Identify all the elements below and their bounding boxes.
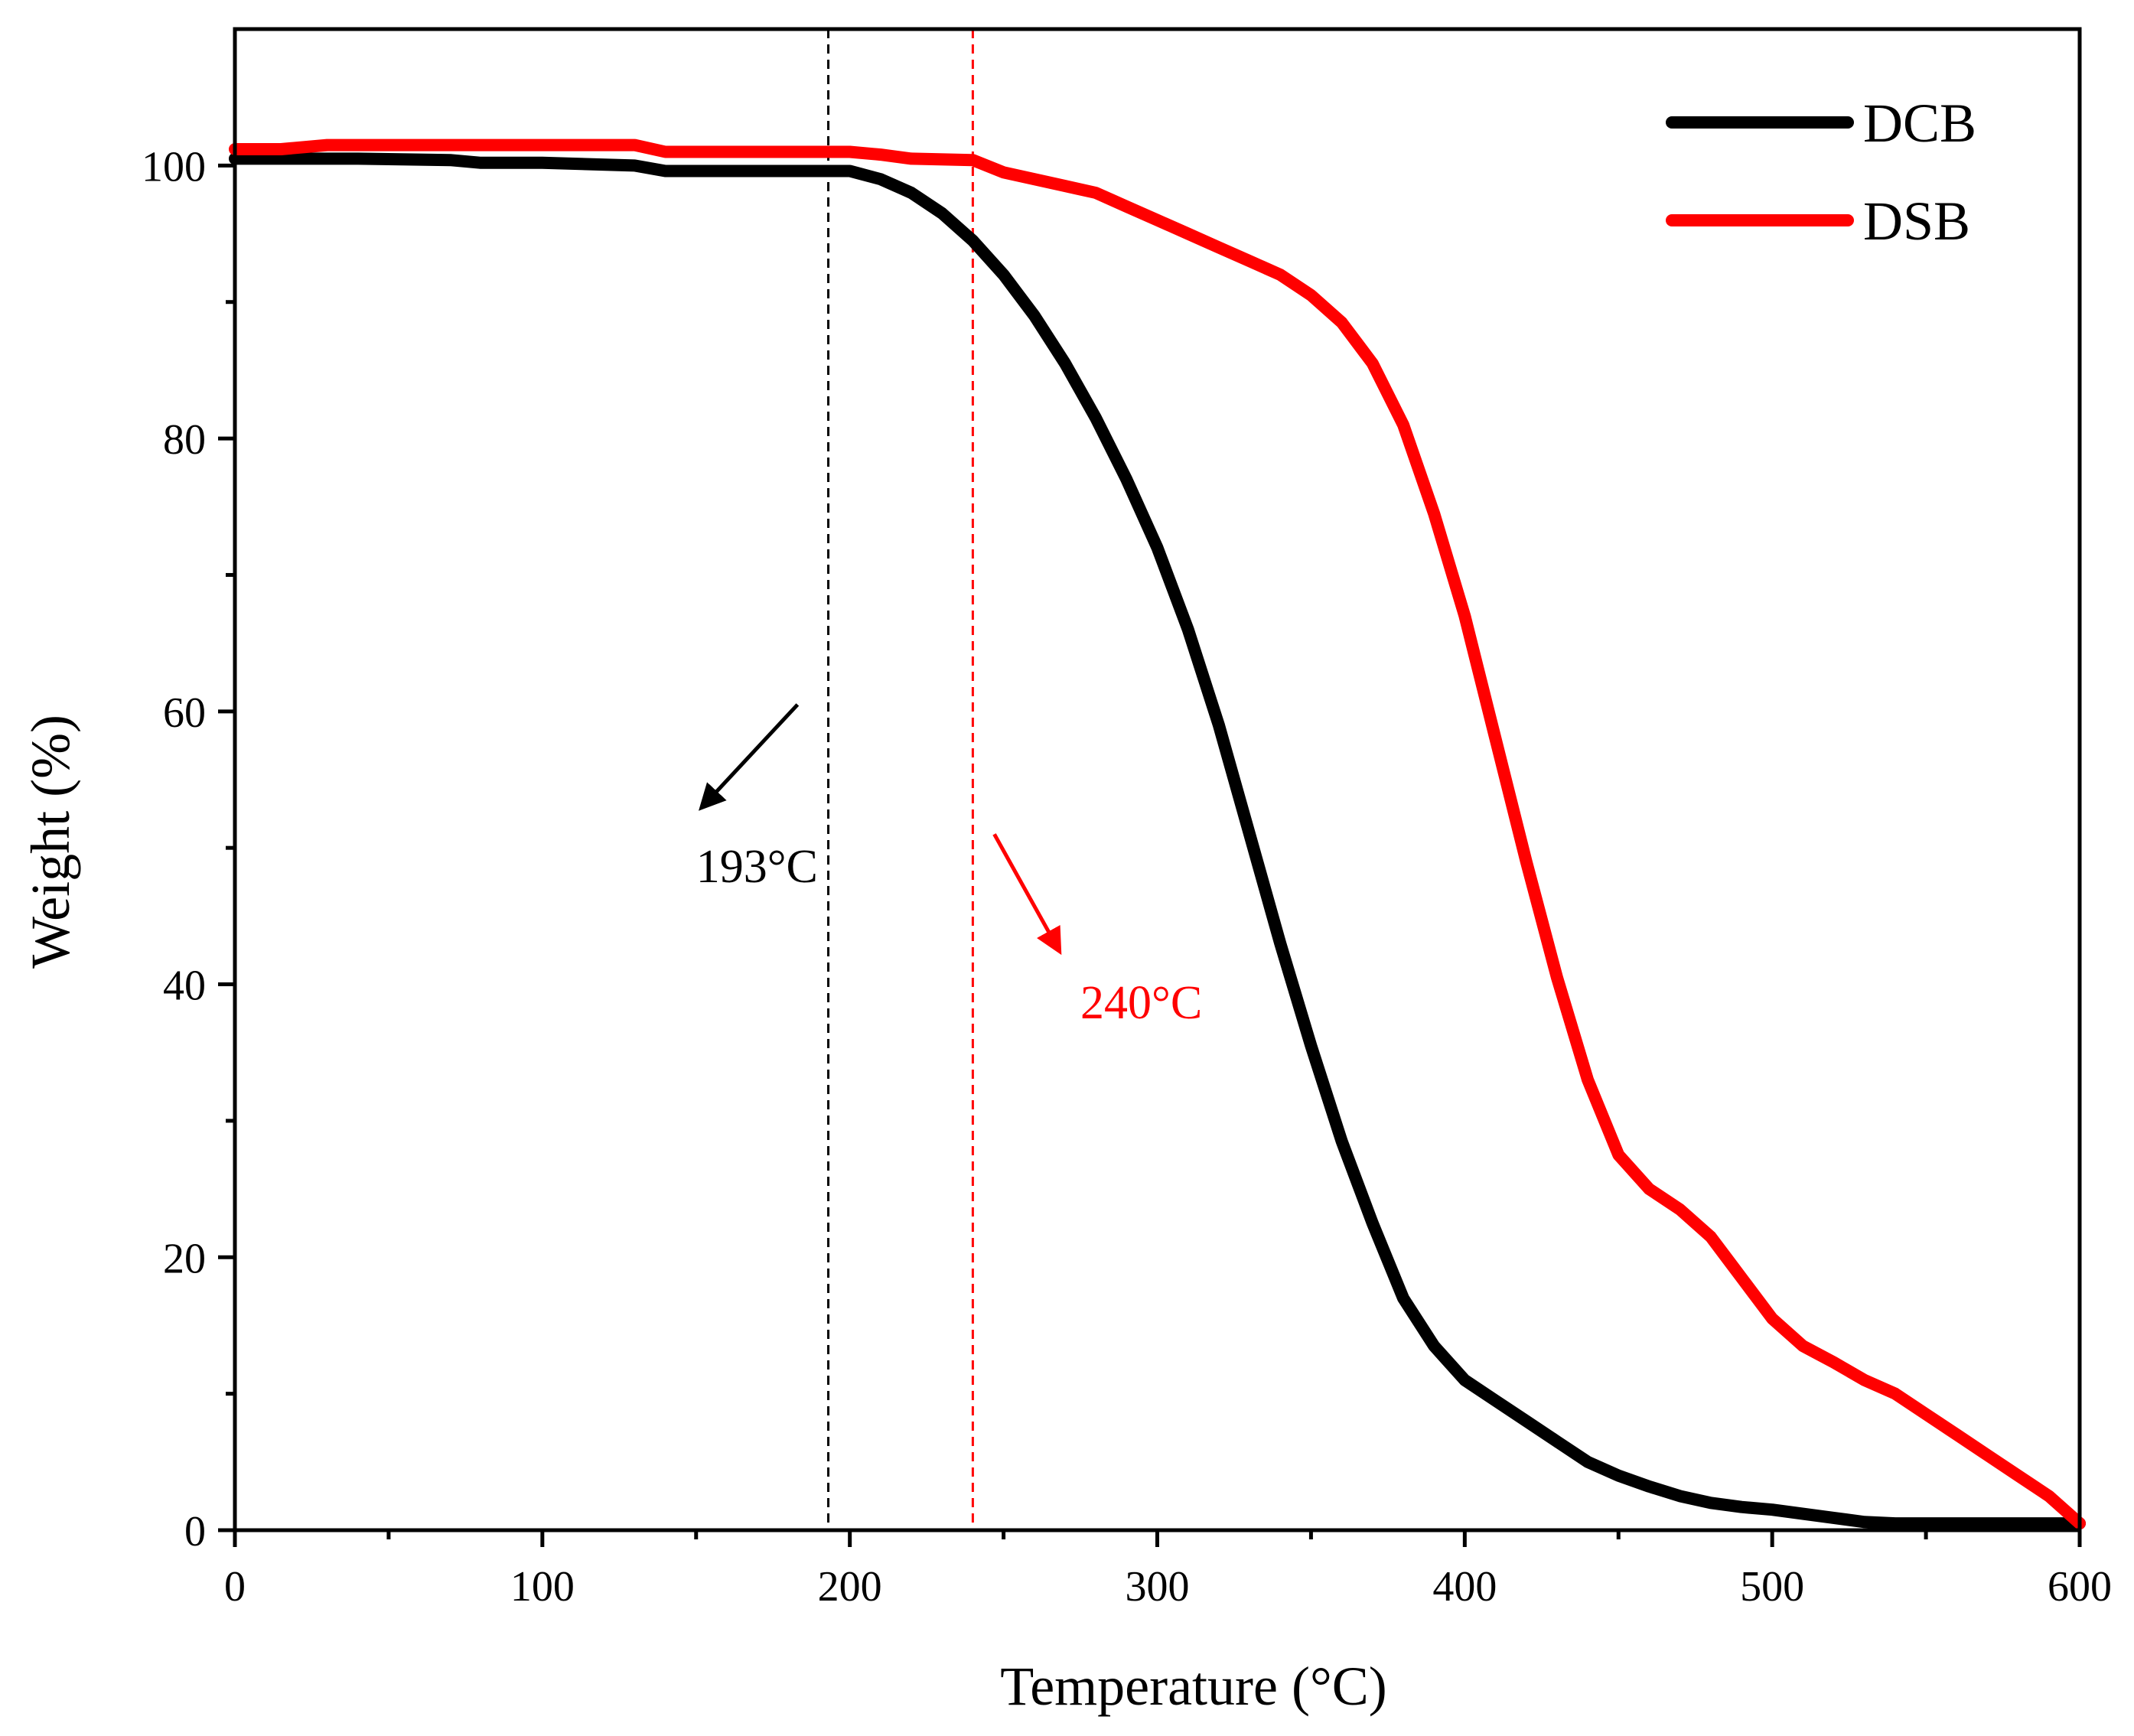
annotation-arrow-240	[992, 833, 1062, 956]
annotations: 193°C 240°C	[696, 703, 1202, 1029]
annotation-label-240: 240°C	[1080, 977, 1202, 1029]
axes	[233, 27, 2082, 1532]
plot-frame	[233, 27, 2082, 1532]
legend-label-dsb: DSB	[1863, 191, 1970, 252]
legend: DCB DSB	[1666, 93, 1976, 252]
ticks: 0 100 200 300 400 500 600 0 20 40 60 80 100	[142, 143, 2112, 1611]
x-tick-label: 600	[2048, 1563, 2112, 1611]
x-tick-label: 500	[1740, 1563, 1804, 1611]
series-line-dsb	[229, 138, 2086, 1530]
x-tick-label: 200	[818, 1563, 882, 1611]
y-tick-label: 20	[163, 1235, 206, 1282]
annotation-arrow-193	[699, 703, 800, 811]
y-tick-label: 100	[142, 143, 206, 191]
x-tick-label: 100	[510, 1563, 575, 1611]
reference-lines	[827, 29, 974, 1530]
x-tick-label: 0	[224, 1563, 246, 1611]
series-layer	[229, 138, 2086, 1530]
y-tick-label: 80	[163, 416, 206, 464]
series-line-dcb	[229, 152, 2086, 1530]
x-tick-label: 400	[1432, 1563, 1497, 1611]
y-tick-label: 40	[163, 962, 206, 1010]
annotation-label-193: 193°C	[696, 841, 818, 893]
y-tick-label: 0	[184, 1508, 206, 1555]
y-axis-title: Weight (%)	[20, 715, 81, 969]
x-tick-label: 300	[1126, 1563, 1190, 1611]
y-tick-label: 60	[163, 689, 206, 737]
legend-label-dcb: DCB	[1863, 93, 1976, 154]
x-axis-title: Temperature (°C)	[1000, 1656, 1387, 1717]
